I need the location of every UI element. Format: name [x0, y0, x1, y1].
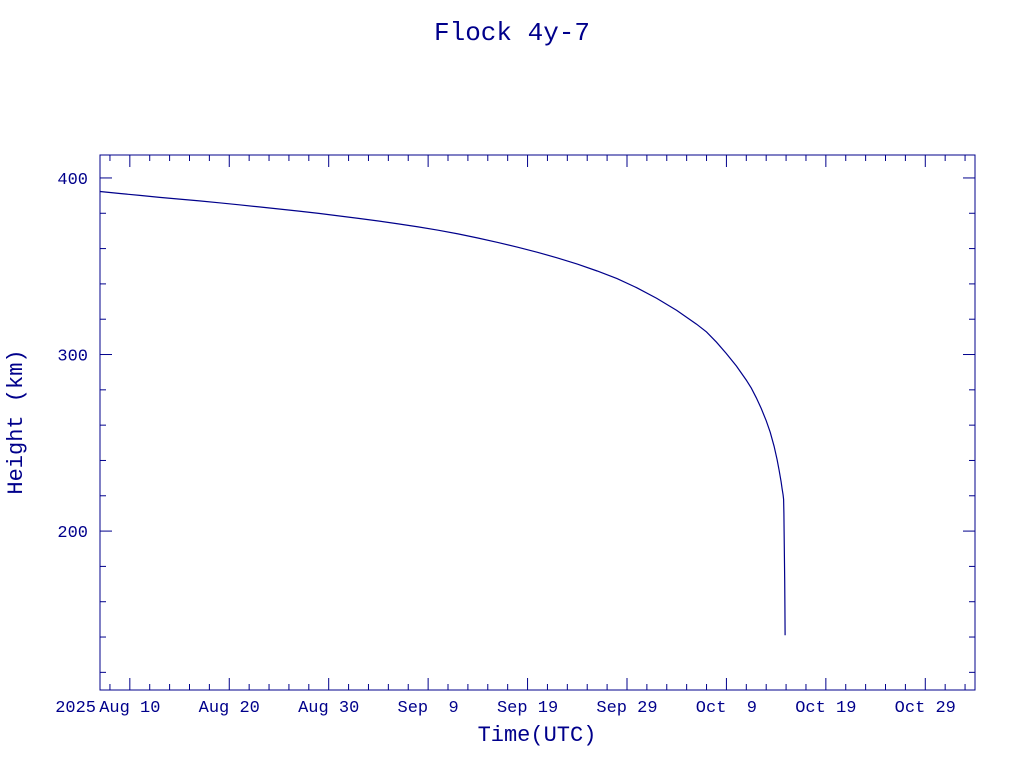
y-tick-label: 400	[57, 171, 88, 190]
decay-curve	[99, 190, 786, 636]
x-tick-label: Oct 29	[895, 699, 956, 718]
chart-title: Flock 4y-7	[434, 18, 590, 48]
y-tick-label: 300	[57, 348, 88, 367]
axis-tick-labels: Aug 10 Aug 20 Aug 30 Sep 9 Sep 19 Sep 29 Oct 9…	[57, 171, 956, 718]
x-tick-label: Oct 9	[696, 699, 757, 718]
x-tick-label: Sep 29	[596, 699, 657, 718]
y-axis-label: Height (km)	[4, 349, 29, 494]
axis-ticks	[100, 155, 975, 690]
x-tick-label: Aug 10	[99, 699, 160, 718]
x-axis-label: Time(UTC)	[478, 723, 597, 748]
x-tick-label: Sep 9	[398, 699, 459, 718]
x-tick-label: Oct 19	[795, 699, 856, 718]
year-label: 2025	[55, 699, 96, 718]
x-tick-label: Aug 30	[298, 699, 359, 718]
x-tick-label: Aug 20	[199, 699, 260, 718]
y-tick-label: 200	[57, 524, 88, 543]
plot-frame	[99, 154, 976, 691]
x-tick-label: Sep 19	[497, 699, 558, 718]
